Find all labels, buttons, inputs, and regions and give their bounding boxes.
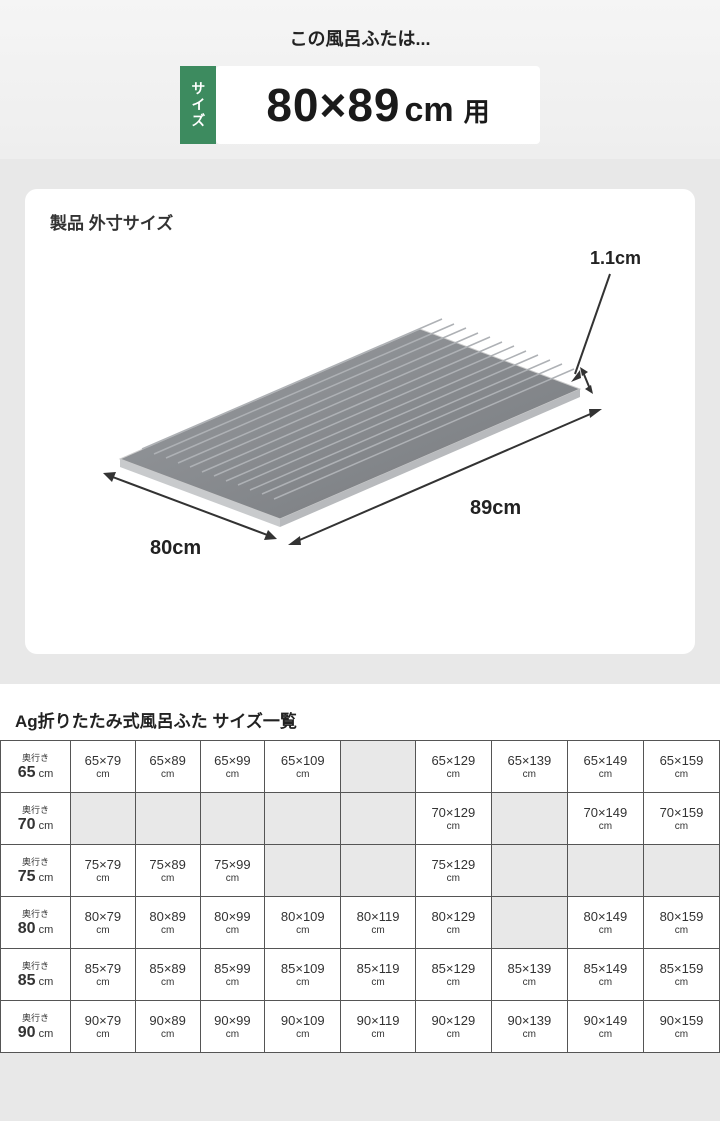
size-cell: 65×99cm — [200, 741, 265, 793]
size-cell: 90×119cm — [341, 1001, 416, 1053]
size-cell: 90×149cm — [567, 1001, 643, 1053]
size-cell — [265, 793, 341, 845]
size-cell: 85×89cm — [135, 949, 200, 1001]
size-cell: 90×99cm — [200, 1001, 265, 1053]
header-subtitle: この風呂ふたは... — [0, 25, 720, 51]
size-cell: 80×129cm — [415, 897, 491, 949]
size-cell — [491, 897, 567, 949]
size-cell — [491, 793, 567, 845]
size-tag: サイズ — [180, 66, 216, 144]
size-cell — [71, 793, 136, 845]
size-unit: cm — [405, 91, 454, 130]
size-cell: 80×109cm — [265, 897, 341, 949]
size-suffix: 用 — [464, 92, 490, 129]
size-cell: 85×139cm — [491, 949, 567, 1001]
size-cell: 85×99cm — [200, 949, 265, 1001]
size-cell — [643, 845, 719, 897]
size-cell: 65×139cm — [491, 741, 567, 793]
size-cell: 85×159cm — [643, 949, 719, 1001]
size-cell: 85×109cm — [265, 949, 341, 1001]
width-label: 80cm — [150, 537, 201, 559]
table-row: 奥行き75 cm75×79cm75×89cm75×99cm 75×129cm — [1, 845, 720, 897]
size-table-section: Ag折りたたみ式風呂ふた サイズ一覧 奥行き65 cm65×79cm65×89c… — [0, 684, 720, 1053]
size-cell — [341, 793, 416, 845]
size-cell: 75×89cm — [135, 845, 200, 897]
size-cell: 85×119cm — [341, 949, 416, 1001]
size-cell: 80×99cm — [200, 897, 265, 949]
size-cell: 90×129cm — [415, 1001, 491, 1053]
size-cell: 80×149cm — [567, 897, 643, 949]
size-cell: 90×79cm — [71, 1001, 136, 1053]
size-cell: 70×159cm — [643, 793, 719, 845]
header: この風呂ふたは... サイズ 80×89 cm 用 — [0, 0, 720, 159]
size-cell — [135, 793, 200, 845]
thickness-label: 1.1cm — [590, 248, 641, 268]
size-table: 奥行き65 cm65×79cm65×89cm65×99cm65×109cm 65×… — [0, 740, 720, 1053]
size-cell — [567, 845, 643, 897]
size-cell: 70×149cm — [567, 793, 643, 845]
size-cell: 65×129cm — [415, 741, 491, 793]
size-cell: 65×79cm — [71, 741, 136, 793]
size-box: 80×89 cm 用 — [216, 66, 539, 144]
size-cell — [265, 845, 341, 897]
table-row: 奥行き90 cm90×79cm90×89cm90×99cm90×109cm90×… — [1, 1001, 720, 1053]
product-diagram: 1.1cm — [50, 244, 670, 624]
bath-lid-panel — [120, 319, 580, 527]
table-row: 奥行き70 cm 70×129cm 70×149cm70×159cm — [1, 793, 720, 845]
size-cell: 85×149cm — [567, 949, 643, 1001]
depth-header: 奥行き85 cm — [1, 949, 71, 1001]
size-cell: 65×89cm — [135, 741, 200, 793]
size-main: 80×89 — [266, 78, 400, 132]
size-cell: 65×159cm — [643, 741, 719, 793]
depth-header: 奥行き80 cm — [1, 897, 71, 949]
depth-header: 奥行き70 cm — [1, 793, 71, 845]
size-cell: 65×109cm — [265, 741, 341, 793]
size-cell: 70×129cm — [415, 793, 491, 845]
table-row: 奥行き65 cm65×79cm65×89cm65×99cm65×109cm 65×… — [1, 741, 720, 793]
diagram-title: 製品 外寸サイズ — [50, 209, 670, 234]
depth-header: 奥行き75 cm — [1, 845, 71, 897]
diagram-section: 製品 外寸サイズ 1.1cm — [25, 189, 695, 654]
size-cell: 85×79cm — [71, 949, 136, 1001]
size-cell: 75×129cm — [415, 845, 491, 897]
size-cell: 75×99cm — [200, 845, 265, 897]
table-title: Ag折りたたみ式風呂ふた サイズ一覧 — [0, 699, 720, 740]
size-cell: 90×159cm — [643, 1001, 719, 1053]
size-cell: 80×79cm — [71, 897, 136, 949]
size-cell: 65×149cm — [567, 741, 643, 793]
size-cell — [491, 845, 567, 897]
size-cell: 80×159cm — [643, 897, 719, 949]
size-cell: 90×109cm — [265, 1001, 341, 1053]
depth-header: 奥行き65 cm — [1, 741, 71, 793]
size-cell — [341, 741, 416, 793]
size-cell: 90×89cm — [135, 1001, 200, 1053]
size-cell: 80×119cm — [341, 897, 416, 949]
size-box-wrap: サイズ 80×89 cm 用 — [0, 66, 720, 144]
size-cell: 75×79cm — [71, 845, 136, 897]
size-cell: 85×129cm — [415, 949, 491, 1001]
size-cell — [200, 793, 265, 845]
size-cell: 80×89cm — [135, 897, 200, 949]
size-cell — [341, 845, 416, 897]
table-row: 奥行き80 cm80×79cm80×89cm80×99cm80×109cm80×… — [1, 897, 720, 949]
depth-header: 奥行き90 cm — [1, 1001, 71, 1053]
length-label: 89cm — [470, 497, 521, 519]
table-row: 奥行き85 cm85×79cm85×89cm85×99cm85×109cm85×… — [1, 949, 720, 1001]
size-cell: 90×139cm — [491, 1001, 567, 1053]
